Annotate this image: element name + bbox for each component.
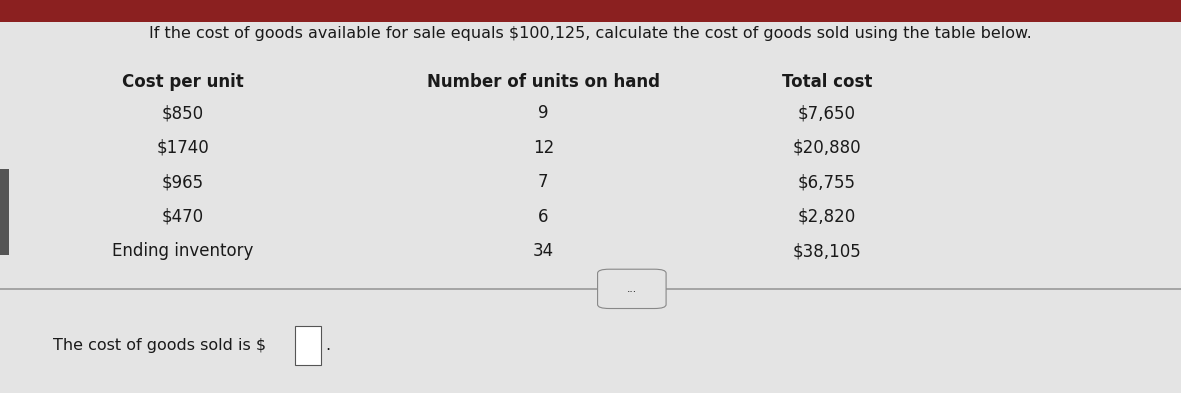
Text: 12: 12	[533, 139, 554, 157]
Text: 9: 9	[539, 104, 548, 122]
Text: $850: $850	[162, 104, 204, 122]
Text: Ending inventory: Ending inventory	[112, 242, 254, 261]
Text: The cost of goods sold is $: The cost of goods sold is $	[53, 338, 266, 353]
Text: $470: $470	[162, 208, 204, 226]
Text: Total cost: Total cost	[782, 73, 872, 91]
Text: $1740: $1740	[157, 139, 209, 157]
Text: If the cost of goods available for sale equals $100,125, calculate the cost of g: If the cost of goods available for sale …	[149, 26, 1032, 40]
Text: $6,755: $6,755	[797, 173, 856, 191]
Text: $7,650: $7,650	[797, 104, 856, 122]
Text: 7: 7	[539, 173, 548, 191]
Bar	[0, 169, 9, 255]
Text: .: .	[325, 338, 329, 353]
Text: $2,820: $2,820	[797, 208, 856, 226]
Text: 34: 34	[533, 242, 554, 261]
Text: $38,105: $38,105	[792, 242, 861, 261]
Text: $965: $965	[162, 173, 204, 191]
Text: ...: ...	[627, 284, 637, 294]
FancyBboxPatch shape	[598, 269, 666, 309]
Bar	[0, 0, 1181, 22]
Text: Number of units on hand: Number of units on hand	[426, 73, 660, 91]
Text: 6: 6	[539, 208, 548, 226]
Text: Cost per unit: Cost per unit	[122, 73, 244, 91]
Text: $20,880: $20,880	[792, 139, 861, 157]
Bar	[295, 326, 321, 365]
